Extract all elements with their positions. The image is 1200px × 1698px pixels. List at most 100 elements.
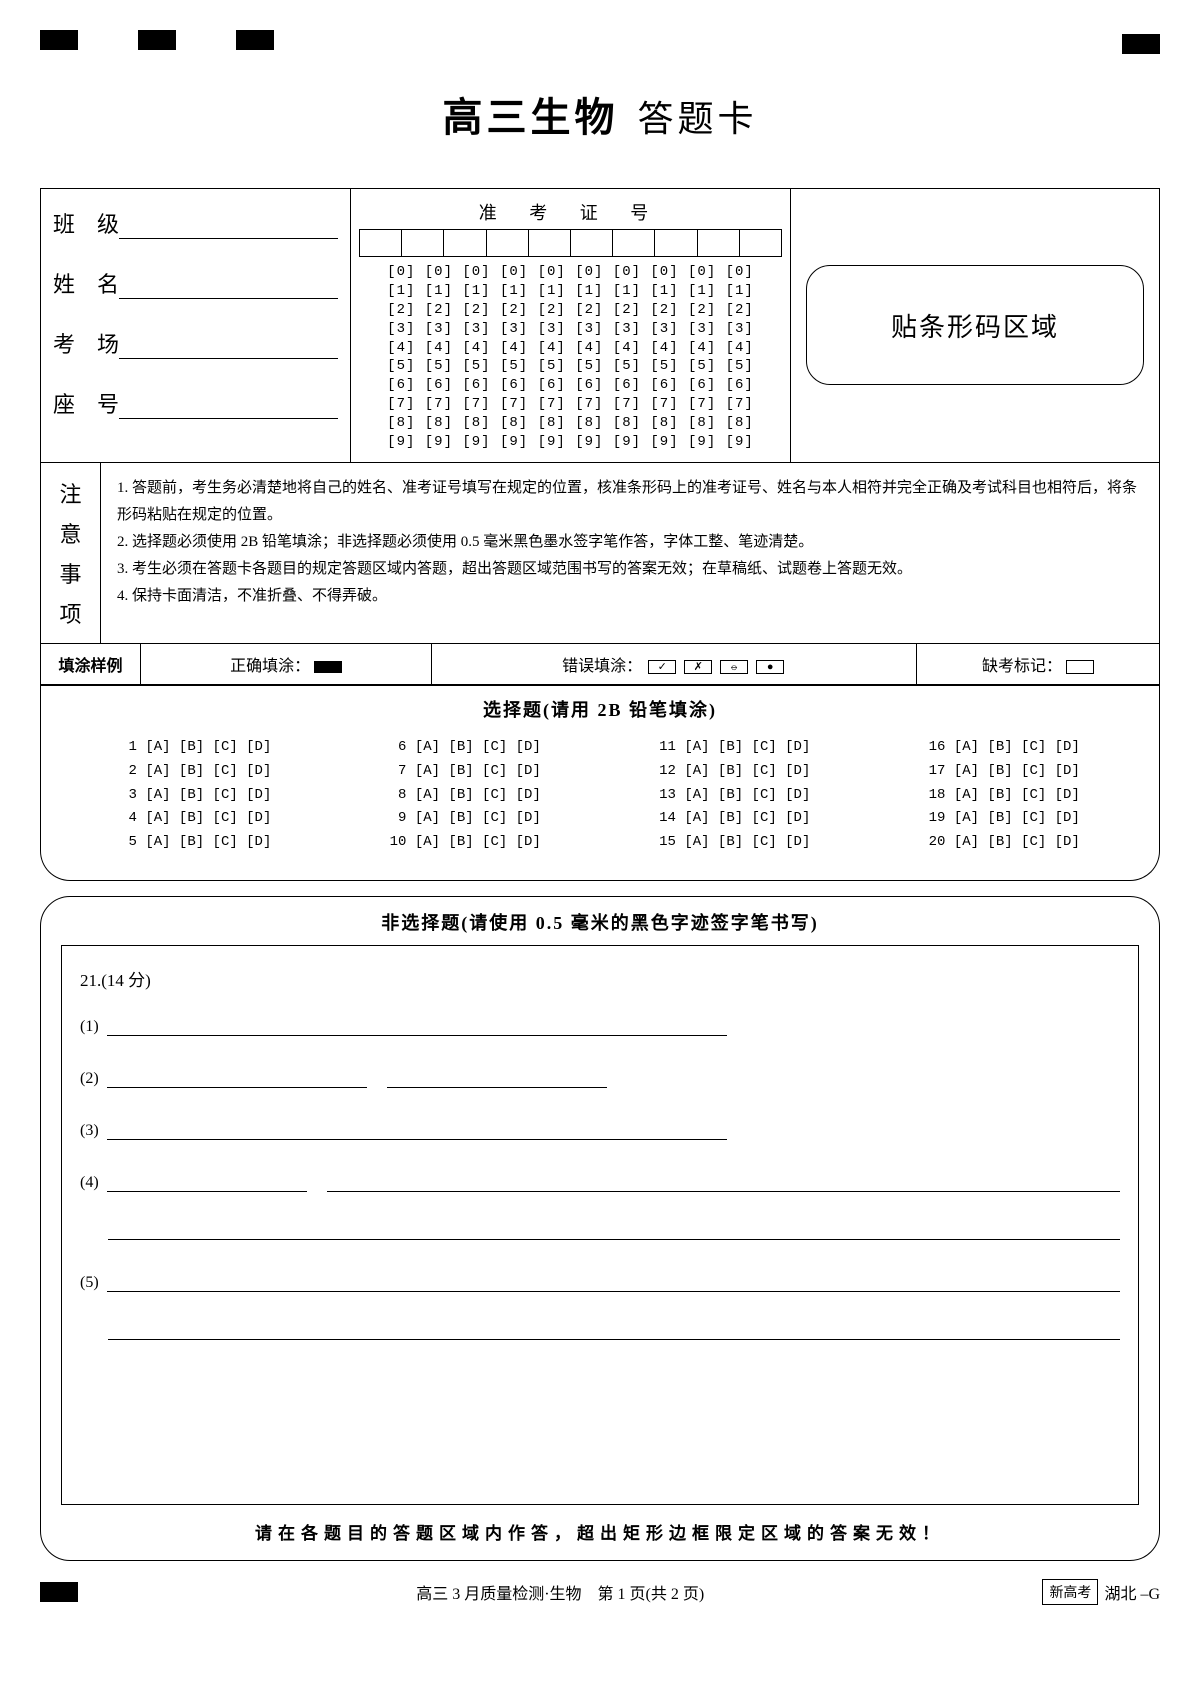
example-correct: 正确填涂：: [141, 644, 432, 684]
empty-box-icon: [1066, 660, 1094, 674]
id-digit-box[interactable]: [571, 230, 613, 256]
mc-title: 选择题(请用 2B 铅笔填涂): [61, 696, 1139, 722]
notice-item: 1. 答题前，考生务必清楚地将自己的姓名、准考证号填写在规定的位置，核准条形码上…: [117, 475, 1143, 529]
id-digit-box[interactable]: [655, 230, 697, 256]
q21-label: 21.(14 分): [80, 966, 1120, 991]
seat-input[interactable]: [119, 395, 338, 419]
notice-char: 注: [59, 477, 81, 509]
frq-title: 非选择题(请使用 0.5 毫米的黑色字迹签字笔书写): [61, 909, 1139, 935]
class-label: 班 级: [53, 207, 119, 239]
timing-mark: [40, 30, 78, 50]
wrong-mark-icon: ✗: [684, 660, 712, 674]
answer-line[interactable]: [108, 1320, 1120, 1340]
wrong-mark-icon: ⦵: [720, 660, 748, 674]
id-digit-box[interactable]: [360, 230, 402, 256]
example-wrong: 错误填涂： ✓ ✗ ⦵ ●: [432, 644, 917, 684]
barcode-box: 贴条形码区域: [806, 265, 1144, 385]
answer-line[interactable]: [107, 1120, 727, 1140]
room-field: 考 场: [53, 327, 338, 359]
header-section: 班 级 姓 名 考 场 座 号 准 考 证 号 [0] [0] [0] [0] …: [41, 189, 1159, 463]
footer: 高三 3 月质量检测·生物 第 1 页(共 2 页) 新高考 湖北 –G: [40, 1579, 1160, 1605]
answer-line[interactable]: [107, 1068, 367, 1088]
mc-column[interactable]: 11 [A] [B] [C] [D] 12 [A] [B] [C] [D] 13…: [659, 736, 810, 855]
title-main: 高三生物: [442, 95, 618, 140]
sub-q-2: (2): [80, 1068, 1120, 1088]
seat-label: 座 号: [53, 387, 119, 419]
id-digit-boxes[interactable]: [359, 229, 782, 257]
answer-line[interactable]: [107, 1016, 727, 1036]
id-digit-box[interactable]: [613, 230, 655, 256]
student-fields: 班 级 姓 名 考 场 座 号: [41, 189, 351, 462]
wrong-mark-icon: ✓: [648, 660, 676, 674]
wrong-label: 错误填涂：: [562, 658, 642, 675]
absent-label: 缺考标记：: [982, 658, 1062, 675]
mc-column[interactable]: 1 [A] [B] [C] [D] 2 [A] [B] [C] [D] 3 [A…: [120, 736, 271, 855]
id-digit-box[interactable]: [529, 230, 571, 256]
sub-q-1: (1): [80, 1016, 1120, 1036]
mc-column[interactable]: 6 [A] [B] [C] [D] 7 [A] [B] [C] [D] 8 [A…: [390, 736, 541, 855]
id-digit-box[interactable]: [740, 230, 781, 256]
filled-mark-icon: [314, 661, 342, 673]
id-bubble-grid[interactable]: [0] [0] [0] [0] [0] [0] [0] [0] [0] [0] …: [359, 263, 782, 452]
answer-line[interactable]: [107, 1172, 307, 1192]
barcode-area: 贴条形码区域: [791, 189, 1159, 462]
notice-label: 注 意 事 项: [41, 463, 101, 643]
id-digit-box[interactable]: [402, 230, 444, 256]
notice-item: 3. 考生必须在答题卡各题目的规定答题区域内答题，超出答题区域范围书写的答案无效…: [117, 556, 1143, 583]
sub-label: (4): [80, 1174, 99, 1192]
footer-tag: 新高考: [1042, 1579, 1098, 1605]
answer-line[interactable]: [107, 1272, 1120, 1292]
sub-q-3: (3): [80, 1120, 1120, 1140]
class-field: 班 级: [53, 207, 338, 239]
answer-line[interactable]: [108, 1220, 1120, 1240]
frq-answer-box[interactable]: 21.(14 分) (1) (2) (3) (4) (5): [61, 945, 1139, 1505]
name-field: 姓 名: [53, 267, 338, 299]
sub-label: (1): [80, 1018, 99, 1036]
class-input[interactable]: [119, 215, 338, 239]
correct-label: 正确填涂：: [230, 658, 310, 675]
notice-section: 注 意 事 项 1. 答题前，考生务必清楚地将自己的姓名、准考证号填写在规定的位…: [41, 463, 1159, 644]
notice-char: 意: [59, 517, 81, 549]
notice-char: 事: [59, 557, 81, 589]
answer-line[interactable]: [387, 1068, 607, 1088]
wrong-mark-icon: ●: [756, 660, 784, 674]
footer-right: 新高考 湖北 –G: [1042, 1579, 1160, 1605]
seat-field: 座 号: [53, 387, 338, 419]
frq-warning: 请在各题目的答题区域内作答，超出矩形边框限定区域的答案无效！: [61, 1519, 1139, 1544]
page-title: 高三生物 答题卡: [40, 85, 1160, 143]
id-digit-box[interactable]: [487, 230, 529, 256]
sub-label: (2): [80, 1070, 99, 1088]
name-label: 姓 名: [53, 267, 119, 299]
timing-mark: [40, 1582, 78, 1602]
room-input[interactable]: [119, 335, 338, 359]
footer-region: 湖北 –G: [1104, 1580, 1160, 1604]
example-absent: 缺考标记：: [917, 644, 1159, 684]
sub-q-4: (4): [80, 1172, 1120, 1192]
fill-example-row: 填涂样例 正确填涂： 错误填涂： ✓ ✗ ⦵ ● 缺考标记：: [41, 644, 1159, 685]
title-sub: 答题卡: [637, 99, 757, 139]
exam-id-section: 准 考 证 号 [0] [0] [0] [0] [0] [0] [0] [0] …: [351, 189, 791, 462]
id-digit-box[interactable]: [698, 230, 740, 256]
free-response-section: 非选择题(请使用 0.5 毫米的黑色字迹签字笔书写) 21.(14 分) (1)…: [40, 896, 1160, 1561]
sub-label: (5): [80, 1274, 99, 1292]
notice-item: 4. 保持卡面清洁，不准折叠、不得弄破。: [117, 583, 1143, 610]
sub-label: (3): [80, 1122, 99, 1140]
mc-column[interactable]: 16 [A] [B] [C] [D] 17 [A] [B] [C] [D] 18…: [929, 736, 1080, 855]
main-form: 班 级 姓 名 考 场 座 号 准 考 证 号 [0] [0] [0] [0] …: [40, 188, 1160, 686]
room-label: 考 场: [53, 327, 119, 359]
timing-marks-top: [40, 30, 1160, 50]
timing-mark: [1122, 34, 1160, 54]
id-title: 准 考 证 号: [359, 199, 782, 225]
mc-grid[interactable]: 1 [A] [B] [C] [D] 2 [A] [B] [C] [D] 3 [A…: [61, 736, 1139, 855]
barcode-label: 贴条形码区域: [891, 307, 1059, 344]
notice-char: 项: [59, 597, 81, 629]
sub-q-5: (5): [80, 1272, 1120, 1292]
notice-items: 1. 答题前，考生务必清楚地将自己的姓名、准考证号填写在规定的位置，核准条形码上…: [101, 463, 1159, 643]
timing-mark: [138, 30, 176, 50]
name-input[interactable]: [119, 275, 338, 299]
id-digit-box[interactable]: [444, 230, 486, 256]
footer-center: 高三 3 月质量检测·生物 第 1 页(共 2 页): [416, 1580, 704, 1604]
multiple-choice-section: 选择题(请用 2B 铅笔填涂) 1 [A] [B] [C] [D] 2 [A] …: [40, 686, 1160, 881]
answer-line[interactable]: [327, 1172, 1120, 1192]
notice-item: 2. 选择题必须使用 2B 铅笔填涂；非选择题必须使用 0.5 毫米黑色墨水签字…: [117, 529, 1143, 556]
